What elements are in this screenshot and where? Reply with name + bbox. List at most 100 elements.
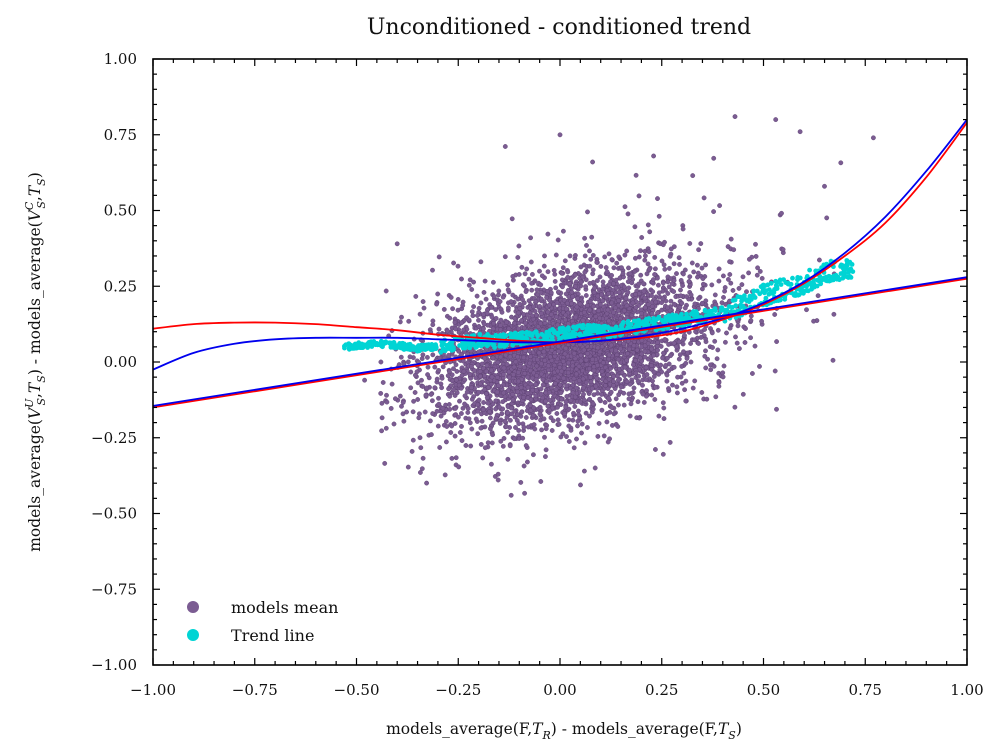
- models-mean-point: [632, 224, 638, 230]
- models-mean-point: [583, 357, 589, 363]
- models-mean-point: [425, 372, 430, 377]
- models-mean-point: [488, 367, 494, 373]
- models-mean-point: [660, 355, 665, 361]
- models-mean-point: [676, 356, 682, 362]
- models-mean-point: [543, 447, 549, 453]
- models-mean-point: [533, 312, 539, 318]
- models-mean-point: [570, 363, 576, 369]
- models-mean-point: [392, 396, 398, 402]
- models-mean-point: [384, 399, 390, 405]
- models-mean-point: [545, 231, 551, 237]
- models-mean-point: [515, 354, 520, 360]
- models-mean-point: [626, 346, 632, 352]
- models-mean-point: [773, 117, 779, 123]
- models-mean-point: [424, 385, 430, 391]
- models-mean-point: [548, 311, 554, 317]
- models-mean-point: [538, 479, 544, 484]
- models-mean-point: [450, 306, 455, 312]
- models-mean-point: [759, 275, 765, 281]
- models-mean-point: [660, 400, 666, 406]
- models-mean-point: [590, 401, 596, 407]
- models-mean-point: [838, 160, 844, 166]
- models-mean-point: [626, 391, 632, 397]
- models-mean-point: [563, 312, 569, 318]
- models-mean-point: [652, 272, 657, 277]
- models-mean-point: [453, 377, 459, 383]
- models-mean-point: [582, 269, 588, 275]
- models-mean-point: [490, 432, 495, 438]
- models-mean-point: [678, 287, 683, 293]
- models-mean-point: [572, 346, 578, 351]
- models-mean-point: [424, 354, 430, 360]
- models-mean-point: [455, 263, 461, 269]
- models-mean-point: [666, 341, 671, 347]
- models-mean-point: [633, 291, 638, 297]
- models-mean-point: [502, 357, 508, 363]
- models-mean-point: [452, 421, 458, 426]
- models-mean-point: [595, 433, 601, 439]
- models-mean-point: [573, 314, 579, 320]
- models-mean-point: [565, 300, 570, 306]
- models-mean-point: [531, 370, 536, 376]
- models-mean-point: [677, 352, 683, 358]
- models-mean-point: [501, 371, 506, 377]
- models-mean-point: [467, 277, 473, 283]
- models-mean-point: [759, 318, 764, 324]
- models-mean-point: [614, 260, 620, 266]
- models-mean-point: [543, 426, 549, 432]
- models-mean-point: [472, 368, 477, 373]
- models-mean-point: [623, 295, 629, 301]
- models-mean-point: [436, 254, 442, 260]
- models-mean-point: [580, 317, 586, 323]
- models-mean-point: [530, 387, 535, 393]
- models-mean-point: [682, 387, 687, 393]
- models-mean-point: [430, 411, 436, 416]
- models-mean-point: [410, 437, 416, 443]
- models-mean-point: [622, 204, 628, 210]
- models-mean-point: [667, 439, 673, 445]
- models-mean-point: [737, 346, 742, 351]
- models-mean-point: [655, 340, 660, 345]
- models-mean-point: [516, 421, 522, 427]
- models-mean-point: [556, 348, 561, 354]
- models-mean-point: [505, 287, 511, 293]
- models-mean-point: [649, 311, 655, 317]
- models-mean-point: [561, 297, 567, 303]
- models-mean-point: [596, 420, 602, 426]
- models-mean-point: [434, 408, 440, 414]
- models-mean-point: [540, 382, 546, 388]
- models-mean-point: [692, 301, 698, 307]
- models-mean-point: [505, 305, 511, 311]
- models-mean-point: [508, 492, 514, 498]
- models-mean-point: [413, 293, 419, 299]
- models-mean-point: [633, 305, 639, 310]
- models-mean-point: [656, 371, 662, 377]
- models-mean-point: [660, 280, 666, 286]
- models-mean-point: [498, 323, 503, 328]
- models-mean-point: [523, 320, 528, 326]
- models-mean-point: [701, 195, 707, 201]
- models-mean-point: [460, 303, 466, 308]
- models-mean-point: [497, 299, 503, 304]
- models-mean-point: [436, 367, 441, 373]
- models-mean-point: [587, 280, 593, 286]
- models-mean-point: [490, 355, 496, 361]
- models-mean-point: [563, 291, 569, 297]
- models-mean-point: [512, 436, 517, 442]
- models-mean-point: [469, 309, 475, 315]
- models-mean-scatter: [362, 114, 876, 498]
- models-mean-point: [585, 425, 590, 430]
- models-mean-point: [584, 380, 589, 386]
- models-mean-point: [526, 348, 532, 354]
- models-mean-point: [671, 301, 677, 307]
- models-mean-point: [482, 278, 488, 284]
- models-mean-point: [595, 278, 600, 283]
- models-mean-point: [410, 409, 416, 415]
- models-mean-point: [519, 264, 525, 270]
- models-mean-point: [474, 293, 480, 299]
- models-mean-point: [627, 271, 633, 277]
- models-mean-point: [605, 439, 611, 445]
- models-mean-point: [748, 318, 754, 323]
- models-mean-point: [652, 397, 658, 402]
- models-mean-point: [506, 374, 512, 380]
